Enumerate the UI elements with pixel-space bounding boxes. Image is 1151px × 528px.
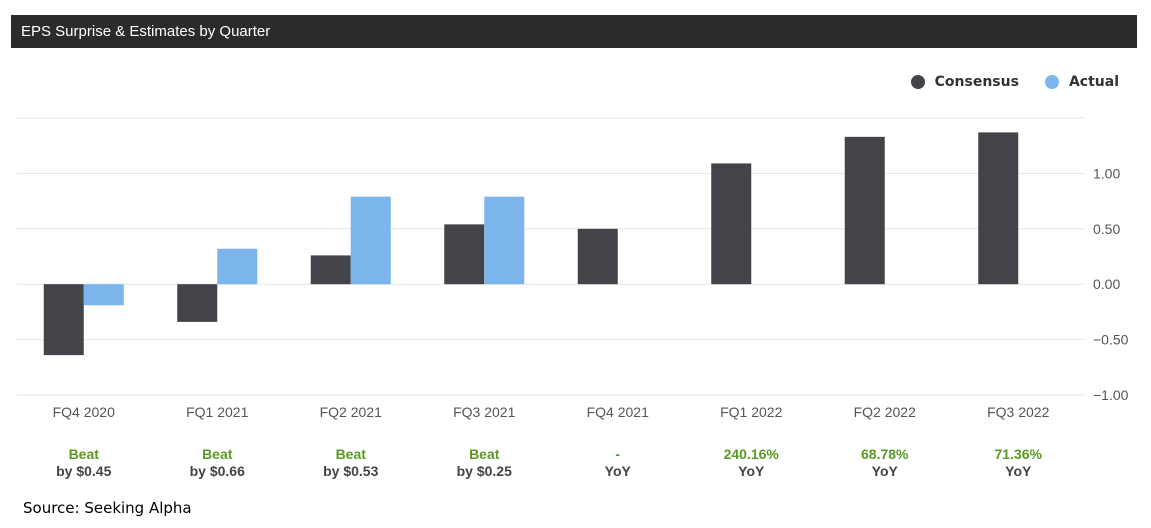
- y-tick-label: 0.50: [1093, 221, 1120, 237]
- consensus-bar: [577, 228, 618, 285]
- legend-consensus-swatch: [910, 75, 925, 89]
- chart-title: EPS Surprise & Estimates by Quarter: [21, 23, 271, 40]
- x-tick-label: FQ2 2021: [320, 404, 382, 420]
- quarter-summary: Beat by $0.25: [424, 446, 544, 480]
- summary-result: Beat: [202, 446, 233, 462]
- summary-result: -: [615, 446, 621, 462]
- x-tick-label: FQ1 2021: [186, 404, 248, 420]
- x-tick-label: FQ1 2022: [720, 404, 782, 420]
- x-tick-label: FQ3 2021: [453, 404, 515, 420]
- quarter-summary: Beat by $0.66: [157, 446, 277, 480]
- y-tick-label: −0.50: [1093, 332, 1129, 348]
- summary-detail: by $0.53: [323, 463, 379, 479]
- summary-result: Beat: [335, 446, 366, 462]
- consensus-bar: [177, 284, 218, 322]
- consensus-bar: [844, 136, 885, 285]
- x-tick-label: FQ3 2022: [987, 404, 1049, 420]
- summary-result: 240.16%: [723, 446, 779, 462]
- x-tick-label: FQ4 2021: [587, 404, 649, 420]
- summary-detail: by $0.25: [456, 463, 512, 479]
- consensus-bar: [444, 224, 485, 285]
- summary-detail: YoY: [738, 463, 765, 479]
- summary-detail: YoY: [604, 463, 631, 479]
- summary-result: Beat: [68, 446, 99, 462]
- consensus-bar: [978, 132, 1019, 285]
- quarter-summary: 71.36% YoY: [958, 446, 1078, 480]
- consensus-bar: [310, 255, 351, 285]
- summary-detail: YoY: [1005, 463, 1032, 479]
- chart-legend: Consensus Actual: [910, 74, 1119, 90]
- summary-detail: by $0.45: [56, 463, 112, 479]
- summary-detail: by $0.66: [189, 463, 245, 479]
- summary-result: Beat: [469, 446, 500, 462]
- x-tick-label: FQ2 2022: [854, 404, 916, 420]
- legend-item-consensus[interactable]: Consensus: [910, 74, 1019, 90]
- quarter-summary: 68.78% YoY: [825, 446, 945, 480]
- legend-item-actual[interactable]: Actual: [1044, 74, 1119, 90]
- quarter-summary: - YoY: [558, 446, 678, 480]
- summary-detail: YoY: [871, 463, 898, 479]
- y-tick-label: 0.00: [1093, 276, 1120, 292]
- consensus-bar: [711, 163, 752, 285]
- legend-consensus-label: Consensus: [934, 74, 1019, 90]
- quarter-summary: Beat by $0.53: [291, 446, 411, 480]
- actual-bar: [83, 284, 124, 306]
- quarter-summary: Beat by $0.45: [24, 446, 144, 480]
- quarter-summary: 240.16% YoY: [691, 446, 811, 480]
- consensus-bar: [43, 284, 84, 356]
- x-tick-label: FQ4 2020: [53, 404, 115, 420]
- actual-bar: [217, 248, 258, 285]
- y-tick-label: −1.00: [1093, 387, 1129, 403]
- y-tick-label: 1.00: [1093, 165, 1120, 181]
- legend-actual-label: Actual: [1068, 74, 1119, 90]
- source-note: Source: Seeking Alpha: [23, 499, 192, 517]
- chart-title-bar: EPS Surprise & Estimates by Quarter: [11, 15, 1137, 48]
- actual-bar: [350, 196, 391, 285]
- summary-result: 71.36%: [994, 446, 1042, 462]
- summary-result: 68.78%: [861, 446, 909, 462]
- legend-actual-swatch: [1044, 75, 1059, 89]
- actual-bar: [484, 196, 525, 285]
